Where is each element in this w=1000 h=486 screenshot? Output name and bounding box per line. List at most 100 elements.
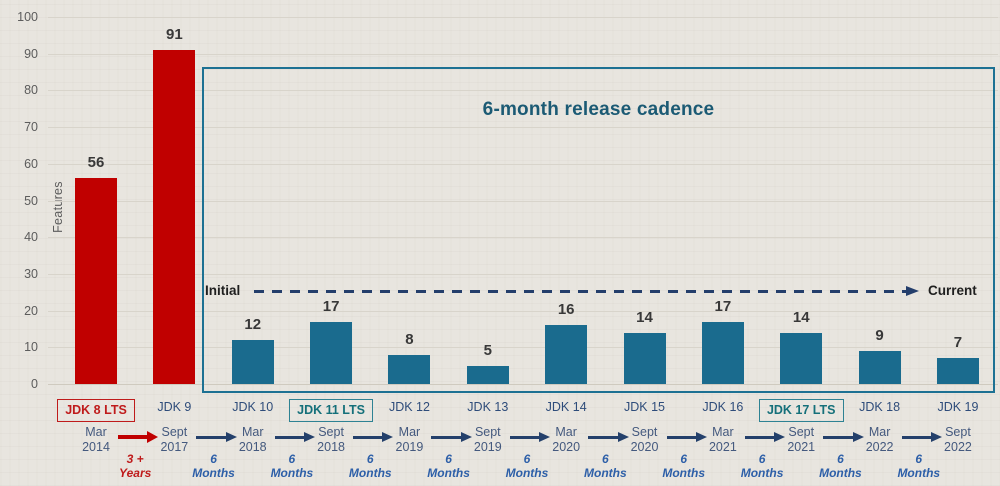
y-tick-60: 60 bbox=[24, 156, 38, 171]
timeline-gap-label-9: 6 Months bbox=[819, 452, 862, 480]
gridline-90 bbox=[48, 53, 998, 55]
timeline-date-2019: Mar 2019 bbox=[395, 425, 424, 454]
timeline-arrowhead-icon-8 bbox=[774, 431, 786, 442]
timeline-gap-label-3: 6 Months bbox=[348, 452, 392, 480]
y-tick-70: 70 bbox=[24, 120, 38, 135]
bar-jdk-19 bbox=[936, 358, 979, 384]
timeline-gap-label-5: 6 Months bbox=[505, 452, 549, 480]
timeline-date-2022: Mar 2022 bbox=[865, 425, 894, 454]
y-tick-100: 100 bbox=[17, 10, 38, 24]
bar-value-jdk-13: 5 bbox=[483, 341, 492, 359]
category-label-jdk-13: JDK 13 bbox=[467, 400, 509, 414]
timeline-gap-label-7: 6 Months bbox=[662, 452, 706, 480]
initial-label: Initial bbox=[205, 283, 241, 298]
timeline-gap-label-6: 6 Months bbox=[584, 452, 627, 480]
timeline-date-2018: Mar 2018 bbox=[238, 425, 267, 454]
timeline-date-2021: Sept 2021 bbox=[787, 425, 816, 454]
category-label-jdk-14: JDK 14 bbox=[545, 400, 587, 414]
timeline-date-2020: Sept 2020 bbox=[630, 425, 659, 454]
gridline-100 bbox=[48, 17, 998, 18]
timeline-arrow-line-9 bbox=[823, 435, 853, 439]
category-label-jdk-11-lts: JDK 11 LTS bbox=[276, 399, 386, 422]
timeline-arrow-line-4 bbox=[431, 435, 461, 439]
gridline-0 bbox=[48, 384, 998, 385]
bar-value-jdk-14: 16 bbox=[557, 301, 575, 319]
gridline-40 bbox=[48, 237, 998, 239]
timeline-date-2022: Sept 2022 bbox=[944, 425, 972, 454]
gridline-20 bbox=[48, 310, 998, 312]
timeline-date-2017: Sept 2017 bbox=[160, 425, 189, 454]
timeline-arrowhead-icon-2 bbox=[304, 431, 316, 442]
gridline-50 bbox=[48, 200, 998, 202]
category-label-jdk-9: JDK 9 bbox=[157, 400, 192, 414]
timeline-gap-label-1: 6 Months bbox=[192, 452, 235, 480]
category-label-jdk-15: JDK 15 bbox=[624, 400, 666, 414]
y-axis-title: Features bbox=[51, 181, 65, 233]
category-label-jdk-8-lts: JDK 8 LTS bbox=[41, 399, 151, 422]
bar-jdk-13 bbox=[466, 365, 509, 384]
bar-jdk-17-lts bbox=[780, 332, 823, 384]
timeline-gap-label-0: 3 + Years bbox=[119, 452, 152, 480]
bar-value-jdk-17-lts: 14 bbox=[792, 308, 810, 326]
bar-value-jdk-11-lts: 17 bbox=[322, 297, 340, 315]
timeline-arrowhead-icon-4 bbox=[460, 431, 472, 442]
bar-value-jdk-10: 12 bbox=[244, 315, 262, 333]
flow-dashed-line bbox=[254, 290, 906, 293]
timeline-gap-label-2: 6 Months bbox=[270, 452, 314, 480]
y-tick-0: 0 bbox=[31, 377, 38, 391]
timeline-arrowhead-icon-1 bbox=[225, 431, 237, 442]
lts-badge: JDK 8 LTS bbox=[57, 399, 135, 422]
bar-jdk-18 bbox=[858, 350, 901, 384]
timeline-date-2021: Mar 2021 bbox=[708, 425, 737, 454]
timeline-arrowhead-icon-0 bbox=[147, 431, 159, 443]
timeline-arrowhead-icon-7 bbox=[695, 431, 707, 442]
y-tick-80: 80 bbox=[24, 83, 38, 98]
timeline-gap-label-8: 6 Months bbox=[740, 452, 784, 480]
bar-jdk-16 bbox=[701, 321, 744, 384]
y-tick-30: 30 bbox=[24, 266, 38, 281]
bar-value-jdk-9: 91 bbox=[166, 26, 183, 44]
gridline-30 bbox=[48, 273, 998, 275]
category-label-jdk-16: JDK 16 bbox=[702, 400, 744, 414]
cadence-box bbox=[202, 67, 995, 393]
y-tick-40: 40 bbox=[24, 230, 38, 245]
timeline-arrow-line-3 bbox=[353, 435, 383, 439]
timeline-arrow-line-6 bbox=[588, 435, 618, 439]
timeline-arrow-line-1 bbox=[196, 435, 226, 439]
timeline-gap-label-10: 6 Months bbox=[897, 452, 941, 480]
category-label-jdk-17-lts: JDK 17 LTS bbox=[746, 399, 856, 422]
bar-jdk-12 bbox=[388, 354, 431, 384]
flow-arrowhead-icon bbox=[906, 286, 919, 296]
timeline-date-2020: Mar 2020 bbox=[552, 425, 581, 454]
timeline-date-2018: Sept 2018 bbox=[317, 425, 345, 454]
timeline-arrowhead-icon-5 bbox=[539, 431, 551, 442]
bar-value-jdk-18: 9 bbox=[875, 326, 884, 344]
timeline-arrowhead-icon-3 bbox=[382, 431, 394, 442]
timeline-arrow-line-8 bbox=[744, 435, 775, 439]
cadence-box-title: 6-month release cadence bbox=[482, 99, 715, 120]
timeline-arrow-line-5 bbox=[509, 435, 540, 439]
timeline-arrow-line-0 bbox=[118, 435, 148, 439]
gridline-10 bbox=[48, 347, 998, 349]
timeline-arrowhead-icon-6 bbox=[617, 431, 629, 442]
timeline-gap-label-4: 6 Months bbox=[427, 452, 470, 480]
timeline-arrowhead-icon-9 bbox=[852, 431, 864, 442]
gridline-70 bbox=[48, 127, 998, 129]
y-tick-50: 50 bbox=[24, 193, 38, 208]
current-label: Current bbox=[928, 283, 977, 298]
bar-jdk-11-lts bbox=[310, 321, 353, 384]
bar-value-jdk-15: 14 bbox=[636, 308, 653, 326]
category-label-jdk-12: JDK 12 bbox=[388, 400, 430, 414]
bar-jdk-9 bbox=[153, 50, 196, 384]
gridline-60 bbox=[48, 163, 998, 165]
bar-value-jdk-16: 17 bbox=[714, 297, 732, 315]
timeline-arrow-line-7 bbox=[666, 435, 696, 439]
category-label-jdk-19: JDK 19 bbox=[937, 400, 979, 414]
y-tick-90: 90 bbox=[24, 46, 38, 61]
timeline-arrow-line-2 bbox=[274, 435, 305, 439]
gridline-80 bbox=[48, 90, 998, 92]
lts-badge: JDK 17 LTS bbox=[758, 399, 844, 422]
bar-jdk-8-lts bbox=[75, 178, 117, 384]
timeline-arrowhead-icon-10 bbox=[930, 431, 942, 442]
